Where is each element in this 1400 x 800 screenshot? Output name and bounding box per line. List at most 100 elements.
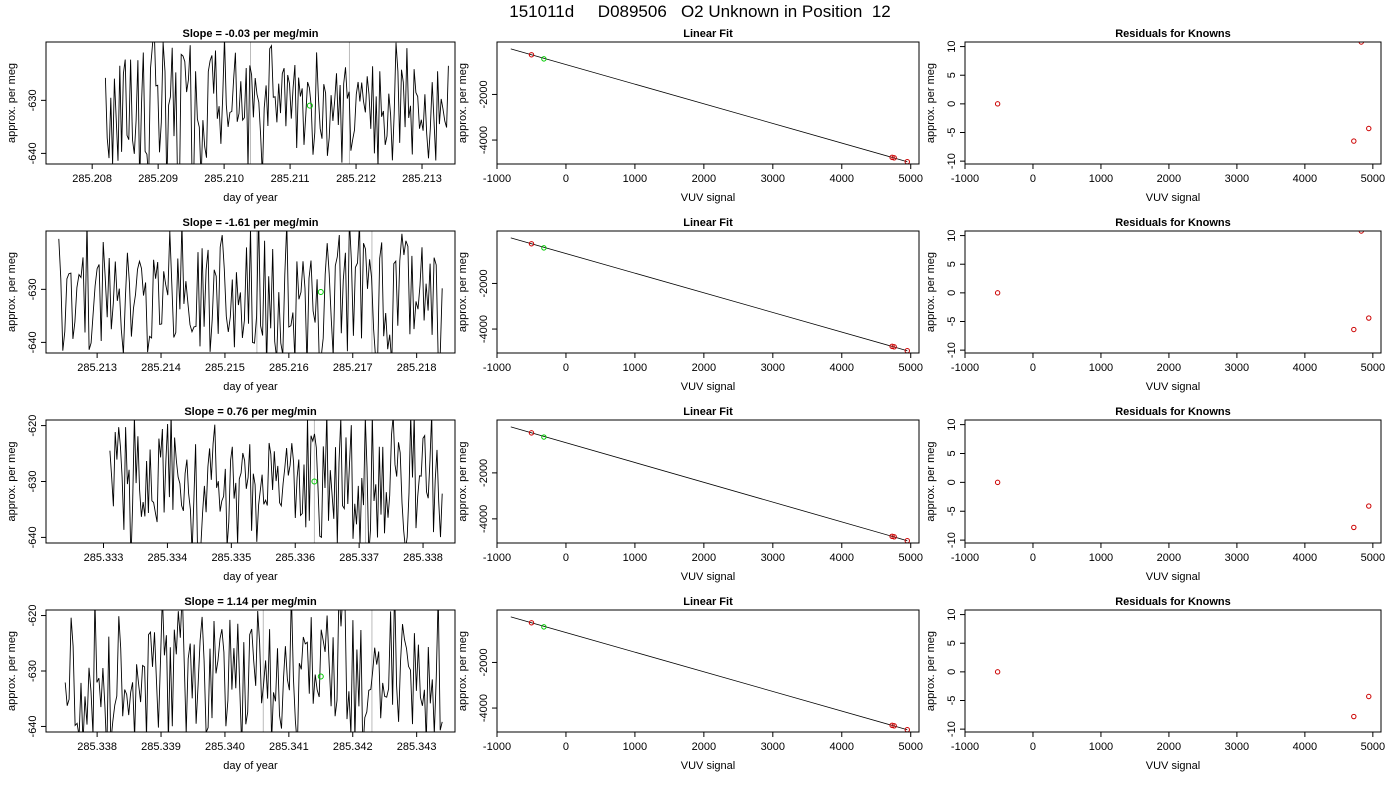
panel-r3c2-xtick-label: 3000 bbox=[761, 552, 785, 564]
panel-r1c1-ytick-label: -630 bbox=[27, 89, 39, 111]
panel-r3c3-xtick-label: 3000 bbox=[1225, 552, 1249, 564]
panel-r3c1-xtick-label: 285.333 bbox=[84, 552, 124, 564]
panel-r4c3-residual-point bbox=[1366, 693, 1372, 700]
panel-r3c3-ytick-label: -10 bbox=[946, 532, 958, 548]
figure-title: 151011d D089506 O2 Unknown in Position 1… bbox=[509, 2, 891, 21]
panel-r4c2-plot-area bbox=[510, 616, 910, 732]
panel-r3c2-fit-line bbox=[510, 426, 908, 542]
panel-r1c3-ytick-label: 5 bbox=[946, 72, 958, 78]
panel-r1c1-xtick-label: 285.213 bbox=[402, 173, 442, 185]
panel-r3c2-frame bbox=[496, 419, 920, 544]
panel-r2c1-ytick-label: -630 bbox=[27, 278, 39, 300]
panel-r2c2-xtick-label: 3000 bbox=[761, 362, 785, 374]
panel-r3c2-xtick-label: 0 bbox=[563, 552, 569, 564]
panel-r3c3-xtick-label: 1000 bbox=[1089, 552, 1113, 564]
panel-r2c2-ylabel: approx. per meg bbox=[457, 252, 469, 332]
panel-r3c2-xlabel: VUV signal bbox=[681, 571, 735, 583]
panel-r4c1-frame bbox=[45, 609, 456, 733]
panel-r3c3-residual-point bbox=[1366, 503, 1372, 509]
panel-r2c1-xtick-label: 285.217 bbox=[333, 362, 373, 374]
panel-r2c2-known-point bbox=[889, 343, 895, 350]
panel-r4c3-ytick-label: 5 bbox=[946, 640, 958, 646]
panel-r2c2-xtick-label: 4000 bbox=[830, 362, 854, 374]
panel-r4c2-xtick-label: 3000 bbox=[761, 741, 785, 753]
panel-r1c2-ytick-label: -4000 bbox=[478, 126, 490, 154]
panel-r2c3-xtick-label: 2000 bbox=[1157, 362, 1181, 374]
panel-r4c1-data-line bbox=[64, 610, 443, 732]
panel-r3c1-plot-area bbox=[109, 420, 443, 543]
panel-r1c1-unknown-marker bbox=[306, 102, 313, 109]
panel-r2c1-ytick-label: -640 bbox=[27, 331, 39, 353]
panel-r1c2-known-point bbox=[891, 155, 897, 161]
panel-r1c3-residual-point bbox=[994, 101, 1001, 107]
panel-r3c3-xtick-label: 5000 bbox=[1361, 552, 1385, 564]
panel-r1c1-data-line bbox=[104, 42, 449, 164]
panel-r1c3-plot-area bbox=[994, 42, 1372, 144]
panel-r2c3-xtick-label: 5000 bbox=[1361, 362, 1385, 374]
panel-r4c2-title: Linear Fit bbox=[683, 596, 733, 608]
panel-r4c1-xlabel: day of year bbox=[223, 760, 278, 772]
panel-r1c3-xlabel: VUV signal bbox=[1146, 192, 1200, 204]
panel-r2c3-ytick-label: 10 bbox=[946, 229, 958, 241]
panel-r3c1-xtick-label: 285.336 bbox=[275, 552, 315, 564]
panel-r1c1-xtick-label: 285.212 bbox=[336, 173, 376, 185]
panel-r3c2-title: Linear Fit bbox=[683, 406, 733, 418]
panel-r4c3-ytick-label: -5 bbox=[946, 696, 958, 706]
panel-r2c3-xtick-label: -1000 bbox=[951, 362, 979, 374]
panel-r1c2-xtick-label: 0 bbox=[563, 173, 569, 185]
panel-r4c3-ytick-label: 10 bbox=[946, 608, 958, 620]
panel-r1c2-xlabel: VUV signal bbox=[681, 192, 735, 204]
panel-r1c1-ylabel: approx. per meg bbox=[6, 63, 18, 143]
panel-r2c2-ytick-label: -4000 bbox=[478, 315, 490, 343]
panel-r1c3-xtick-label: 2000 bbox=[1157, 173, 1181, 185]
panel-r4c2-known-point bbox=[891, 723, 897, 729]
panel-r1c1-xtick-label: 285.209 bbox=[138, 173, 178, 185]
panel-r1c1-xtick-label: 285.211 bbox=[271, 173, 310, 185]
panel-r3c1-xtick-label: 285.335 bbox=[211, 552, 251, 564]
panel-r2c3-ytick-label: 5 bbox=[946, 261, 958, 267]
panel-r1c2-frame bbox=[496, 41, 920, 165]
panel-r4c1-xtick-label: 285.343 bbox=[397, 741, 437, 753]
panel-r4c1-xtick-label: 285.341 bbox=[269, 741, 309, 753]
panel-r2c3-ytick-label: 0 bbox=[946, 290, 958, 296]
panel-r3c2-ytick-label: -4000 bbox=[478, 505, 490, 533]
panel-r4c3-residual-point bbox=[1351, 713, 1357, 720]
panel-r2c3-residual-point bbox=[1351, 326, 1357, 333]
panel-r1c3-xtick-label: 0 bbox=[1030, 173, 1036, 185]
panel-r3c3-xtick-label: 0 bbox=[1030, 552, 1036, 564]
panel-r3c3-plot-area bbox=[994, 479, 1372, 531]
panel-r4c2-xtick-label: -1000 bbox=[483, 741, 511, 753]
panel-r4c3-xlabel: VUV signal bbox=[1146, 760, 1200, 772]
panel-r1c2-xtick-label: -1000 bbox=[483, 173, 511, 185]
panel-r3c3-residual-point bbox=[994, 479, 1001, 486]
panel-r1c1-xtick-label: 285.208 bbox=[72, 173, 112, 185]
panel-r4c3-ylabel: approx. per meg bbox=[925, 631, 937, 711]
panel-r1c2-ytick-label: -2000 bbox=[478, 80, 490, 108]
panel-r4c2-xtick-label: 5000 bbox=[898, 741, 922, 753]
panel-r1c2-xtick-label: 3000 bbox=[761, 173, 785, 185]
panel-r2c1-xtick-label: 285.214 bbox=[141, 362, 181, 374]
panel-r3c3-xtick-label: 4000 bbox=[1293, 552, 1317, 564]
panel-r2c3-title: Residuals for Knowns bbox=[1115, 217, 1231, 229]
panel-r1c3-residual-point bbox=[1366, 125, 1372, 132]
panel-r3c1-xtick-label: 285.337 bbox=[339, 552, 379, 564]
panel-r4c2-xtick-label: 4000 bbox=[830, 741, 854, 753]
panel-r3c3-ytick-label: -5 bbox=[946, 506, 958, 516]
panel-r3c2-xtick-label: 1000 bbox=[623, 552, 647, 564]
panel-r2c2-xlabel: VUV signal bbox=[681, 381, 735, 393]
panel-r3c3-title: Residuals for Knowns bbox=[1115, 406, 1231, 418]
panel-r4c1-xtick-label: 285.338 bbox=[77, 741, 117, 753]
panel-r3c1-unknown-marker bbox=[311, 478, 318, 485]
panel-r2c2-unknown-point bbox=[541, 245, 547, 251]
panel-r4c3-ytick-label: -10 bbox=[946, 721, 958, 737]
panel-r4c2-ytick-label: -2000 bbox=[478, 648, 490, 676]
panel-r4c2-frame bbox=[496, 609, 920, 733]
panel-r1c1-title: Slope = -0.03 per meg/min bbox=[182, 28, 318, 40]
panel-r3c1-frame bbox=[45, 419, 456, 544]
panel-r1c3-xtick-label: 3000 bbox=[1225, 173, 1249, 185]
panel-r1c2-known-point bbox=[889, 154, 895, 161]
panel-r4c2-known-point bbox=[889, 722, 895, 729]
panel-r4c1-ytick-label: -640 bbox=[27, 715, 39, 737]
panel-r1c1-xlabel: day of year bbox=[223, 192, 278, 204]
